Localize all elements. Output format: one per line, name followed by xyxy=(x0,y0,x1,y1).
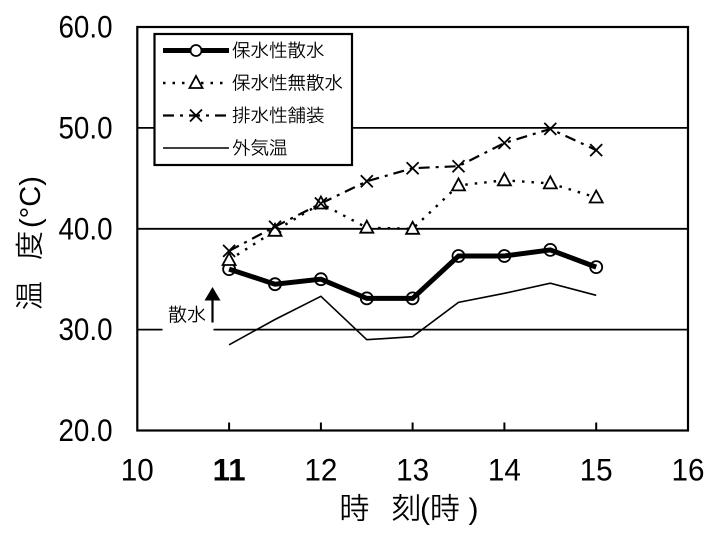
svg-text:12: 12 xyxy=(304,452,337,488)
svg-text:): ) xyxy=(469,493,479,526)
svg-text:10: 10 xyxy=(121,452,154,488)
svg-text:(: ( xyxy=(420,493,430,526)
svg-text:16: 16 xyxy=(672,452,705,488)
svg-text:20.0: 20.0 xyxy=(59,412,113,448)
svg-text:(°C): (°C) xyxy=(15,176,47,228)
svg-text:14: 14 xyxy=(488,452,521,488)
svg-text:13: 13 xyxy=(396,452,429,488)
svg-text:40.0: 40.0 xyxy=(59,210,113,246)
svg-text:15: 15 xyxy=(580,452,613,488)
svg-text:11: 11 xyxy=(213,452,246,488)
svg-text:60.0: 60.0 xyxy=(59,9,113,45)
svg-text:50.0: 50.0 xyxy=(59,109,113,145)
svg-text:30.0: 30.0 xyxy=(59,311,113,347)
